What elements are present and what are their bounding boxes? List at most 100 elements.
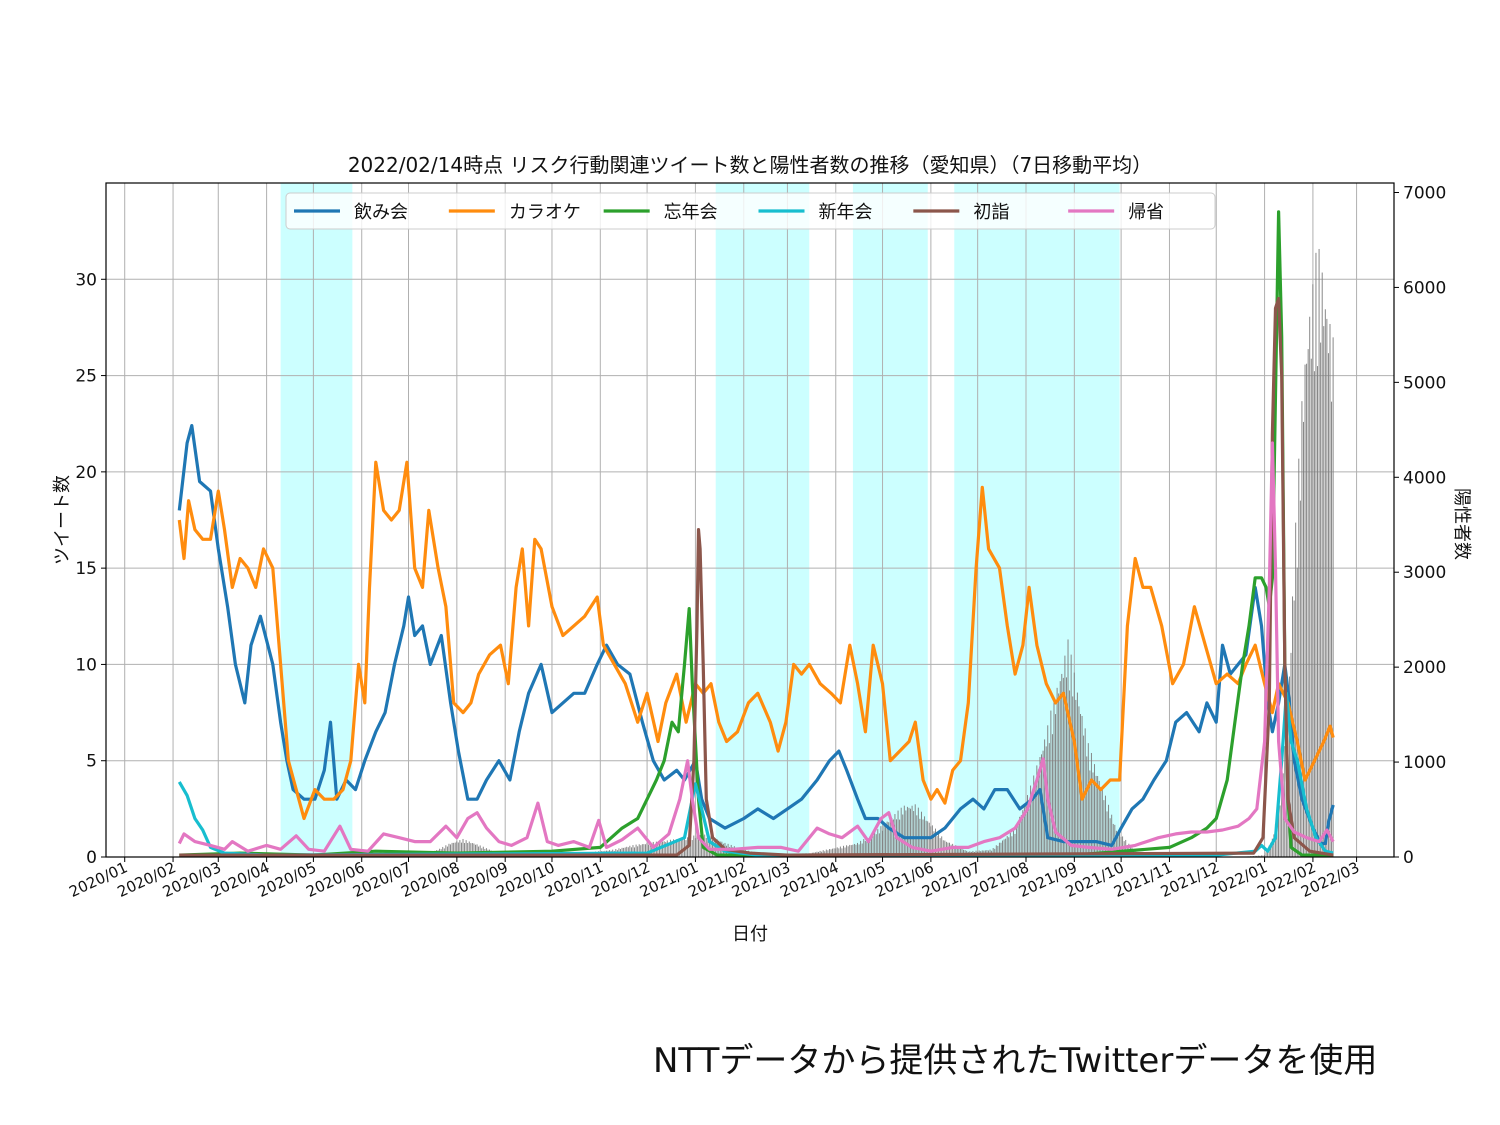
positive-cases-bar (475, 844, 476, 857)
positive-cases-bar (1295, 522, 1297, 857)
positive-cases-bar (1094, 764, 1095, 857)
positive-cases-bar (1326, 318, 1328, 857)
positive-cases-bar (1123, 841, 1125, 857)
positive-cases-bar (1290, 652, 1292, 857)
positive-cases-bar (677, 840, 679, 857)
positive-cases-bar (936, 836, 938, 857)
legend-label: 初詣 (973, 202, 1009, 223)
positive-cases-bar (913, 811, 915, 857)
positive-cases-bar (690, 836, 692, 857)
positive-cases-bar (852, 844, 854, 857)
positive-cases-bar (1002, 840, 1003, 857)
positive-cases-bar (1037, 769, 1039, 857)
positive-cases-bar (1259, 855, 1261, 857)
positive-cases-bar (956, 848, 958, 857)
shaded-period (280, 183, 353, 857)
positive-cases-bar (669, 839, 671, 857)
positive-cases-bar (1313, 371, 1315, 857)
positive-cases-bar (1264, 855, 1265, 857)
y-tick-label: 20 (75, 463, 97, 483)
y2-tick-label: 7000 (1403, 183, 1446, 203)
positive-cases-bar (662, 841, 664, 857)
data-source-caption: NTTデータから提供されたTwitterデータを使用 (653, 1041, 1378, 1081)
positive-cases-bar (1271, 838, 1273, 857)
positive-cases-bar (863, 839, 865, 857)
positive-cases-bar (1067, 639, 1069, 857)
positive-cases-bar (830, 849, 832, 857)
positive-cases-bar (1069, 690, 1071, 857)
y2-tick-label: 0 (1403, 848, 1414, 868)
positive-cases-bar (1109, 818, 1111, 857)
positive-cases-bar (454, 842, 456, 857)
positive-cases-bar (1267, 848, 1269, 857)
positive-cases-bar (1097, 776, 1099, 857)
positive-cases-bar (833, 848, 835, 857)
positive-cases-bar (1279, 805, 1281, 857)
positive-cases-bar (635, 844, 637, 857)
positive-cases-bar (632, 845, 634, 857)
positive-cases-bar (1065, 677, 1067, 857)
positive-cases-bar (952, 843, 954, 857)
positive-cases-bar (671, 843, 673, 857)
positive-cases-bar (1062, 677, 1064, 857)
positive-cases-bar (1332, 337, 1334, 858)
positive-cases-bar (1011, 836, 1013, 857)
chart-title: 2022/02/14時点 リスク行動関連ツイート数と陽性者数の推移（愛知県）（7… (348, 153, 1152, 177)
shaded-period (852, 183, 928, 857)
positive-cases-bar (471, 843, 473, 857)
y-tick-label: 5 (86, 752, 97, 772)
positive-cases-bar (877, 829, 879, 857)
positive-cases-bar (1310, 358, 1312, 857)
positive-cases-bar (1023, 805, 1025, 857)
positive-cases-bar (1086, 756, 1088, 857)
positive-cases-bar (1059, 681, 1061, 857)
positive-cases-bar (1331, 401, 1333, 857)
positive-cases-bar (465, 840, 467, 857)
positive-cases-bar (688, 840, 690, 857)
positive-cases-bar (941, 836, 943, 857)
positive-cases-bar (864, 840, 866, 857)
positive-cases-bar (933, 831, 935, 857)
positive-cases-bar (694, 838, 696, 857)
y2-tick-label: 2000 (1403, 658, 1446, 678)
positive-cases-bar (825, 849, 827, 857)
positive-cases-bar (846, 845, 848, 857)
positive-cases-bar (665, 842, 667, 857)
positive-cases-bar (450, 844, 451, 857)
shaded-period (954, 183, 1120, 857)
positive-cases-bar (928, 822, 930, 857)
positive-cases-bar (1089, 770, 1091, 857)
legend-label: 飲み会 (354, 202, 408, 223)
positive-cases-bar (1115, 830, 1117, 857)
positive-cases-bar (451, 842, 453, 857)
plot-frame (105, 182, 1395, 858)
positive-cases-bar (1053, 697, 1055, 857)
positive-cases-bar (679, 839, 681, 857)
positive-cases-bar (673, 839, 674, 857)
positive-cases-bar (1030, 785, 1032, 857)
positive-cases-bar (855, 844, 857, 857)
positive-cases-bar (1278, 809, 1279, 857)
positive-cases-bar (931, 825, 933, 857)
positive-cases-bar (1312, 284, 1314, 858)
positive-cases-bar (838, 848, 840, 857)
positive-cases-bar (1033, 775, 1035, 857)
series-line-5 (179, 296, 1334, 857)
positive-cases-bar (1104, 795, 1106, 857)
positive-cases-bar (891, 817, 893, 857)
positive-cases-bar (459, 840, 461, 857)
positive-cases-bar (663, 841, 665, 857)
positive-cases-bar (881, 830, 883, 857)
positive-cases-bar (874, 832, 876, 857)
positive-cases-bar (1318, 248, 1320, 857)
y2-tick-label: 6000 (1403, 278, 1446, 298)
positive-cases-bar (1025, 804, 1027, 857)
positive-cases-bar (456, 841, 458, 857)
positive-cases-bar (1257, 855, 1259, 857)
positive-cases-bar (1006, 836, 1008, 857)
positive-cases-bar (1307, 349, 1309, 857)
positive-cases-bar (1321, 272, 1323, 857)
positive-cases-bar (1270, 842, 1272, 857)
positive-cases-bar (1304, 364, 1306, 857)
